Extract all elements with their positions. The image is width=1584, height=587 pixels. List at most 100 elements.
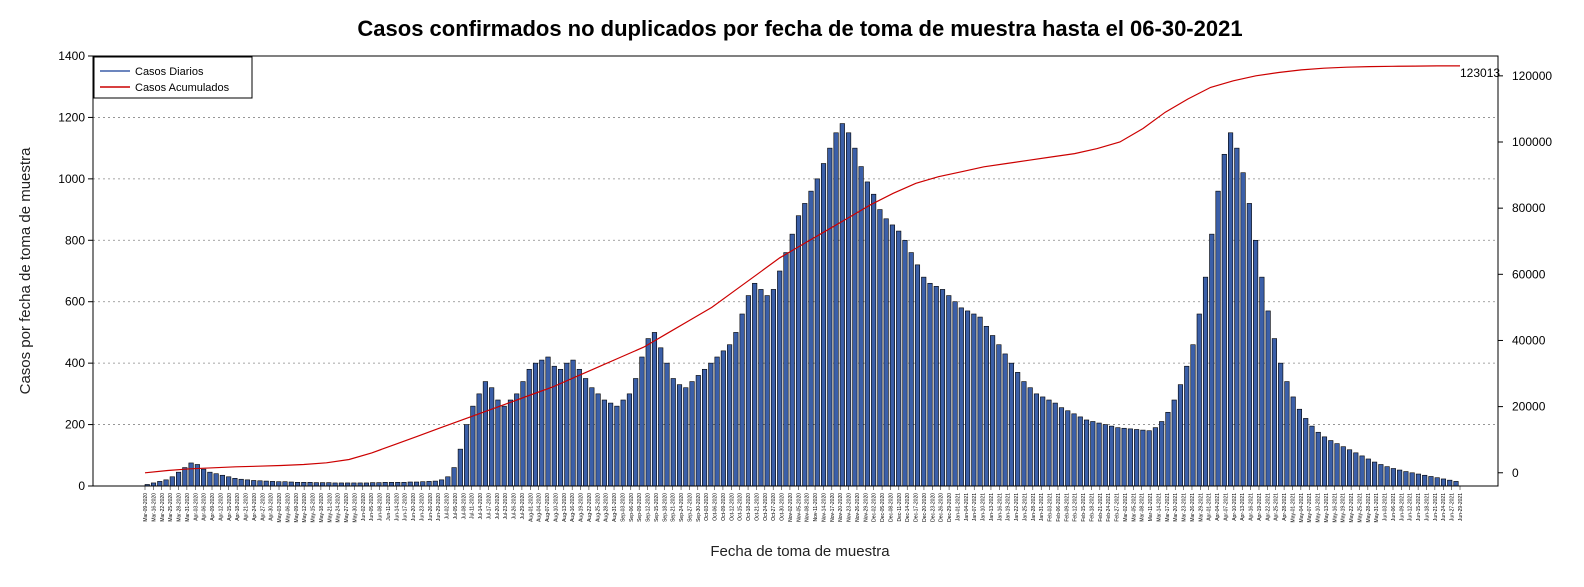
- x-tick-label: Mar-17-2021: [1165, 493, 1171, 522]
- bar: [382, 482, 388, 487]
- bar: [639, 356, 645, 487]
- bar: [1453, 481, 1459, 487]
- x-tick-label: Jun-11-2020: [386, 493, 392, 521]
- bar: [244, 479, 250, 487]
- bar: [1202, 276, 1209, 487]
- x-tick-label: Dec-29-2020: [947, 493, 953, 522]
- bar: [551, 365, 557, 487]
- x-tick-label: Dec-23-2020: [930, 493, 936, 522]
- x-tick-label: Mar-08-2021: [1140, 493, 1146, 522]
- x-tick-label: May-10-2021: [1316, 493, 1322, 523]
- x-tick-label: Apr-06-2020: [202, 493, 208, 521]
- bar: [539, 359, 545, 487]
- x-tick-label: Mar-09-2020: [143, 493, 149, 522]
- bar: [1077, 416, 1083, 487]
- bar: [1033, 393, 1039, 487]
- bar: [626, 393, 632, 487]
- bar: [457, 448, 463, 487]
- x-tick-label: Jul-29-2020: [520, 493, 526, 520]
- bar: [1209, 233, 1215, 487]
- bar: [1096, 422, 1102, 487]
- x-tick-label: Dec-14-2020: [905, 493, 911, 522]
- x-tick-label: Jan-25-2021: [1023, 493, 1029, 521]
- bar: [896, 230, 902, 487]
- bar: [301, 482, 307, 487]
- x-tick-label: Jul-14-2020: [478, 493, 484, 520]
- bar: [795, 215, 802, 487]
- x-tick-label: Apr-10-2021: [1232, 493, 1238, 521]
- x-tick-label: Jun-12-2021: [1408, 493, 1414, 521]
- cumulative-line-path: [144, 65, 1460, 474]
- x-tick-label: Jun-23-2020: [419, 493, 425, 521]
- x-tick-label: Jun-20-2020: [411, 493, 417, 521]
- x-tick-label: Apr-07-2021: [1224, 493, 1230, 521]
- x-tick-label: Jun-21-2021: [1433, 493, 1439, 521]
- x-tick-label: Sep-06-2020: [629, 493, 635, 522]
- x-tick-label: Sep-15-2020: [654, 493, 660, 522]
- x-tick-label: Mar-20-2021: [1173, 493, 1179, 522]
- bar: [1353, 452, 1359, 487]
- bar: [226, 476, 232, 487]
- bar: [758, 289, 764, 487]
- bar: [871, 193, 877, 487]
- bar: [1152, 427, 1158, 487]
- y2-tick-label: 20000: [1512, 400, 1546, 414]
- x-tick-label: Apr-21-2020: [244, 493, 250, 521]
- x-tick-label: Sep-12-2020: [646, 493, 652, 522]
- bar: [263, 480, 269, 487]
- x-tick-label: Sep-24-2020: [679, 493, 685, 522]
- x-tick-label: Mar-26-2021: [1190, 493, 1196, 522]
- bar: [1184, 365, 1190, 487]
- bar: [1447, 479, 1453, 487]
- bar: [251, 480, 257, 487]
- bar: [589, 387, 595, 487]
- bar: [946, 295, 952, 487]
- bar: [914, 264, 921, 487]
- x-tick-label: Jan-10-2021: [981, 493, 987, 521]
- bar: [1359, 455, 1365, 487]
- bar: [420, 481, 426, 487]
- bar: [883, 218, 889, 487]
- x-tick-label: Nov-23-2020: [847, 493, 853, 522]
- bar: [939, 289, 946, 487]
- x-tick-label: Jul-26-2020: [512, 493, 518, 520]
- bar: [965, 310, 971, 487]
- x-tick-label: Jun-05-2020: [369, 493, 375, 521]
- x-tick-label: May-21-2020: [327, 493, 333, 523]
- bar: [1303, 418, 1309, 487]
- bar: [852, 147, 858, 487]
- x-tick-label: Nov-02-2020: [788, 493, 794, 522]
- x-tick-label: Jul-05-2020: [453, 493, 459, 520]
- x-tick-label: Jun-26-2020: [428, 493, 434, 521]
- bar: [877, 209, 883, 487]
- bar: [770, 289, 776, 487]
- bar: [1296, 408, 1302, 487]
- bar: [439, 479, 445, 487]
- x-tick-label: Oct-21-2020: [754, 493, 760, 521]
- bar: [789, 233, 795, 487]
- legend-box: [93, 56, 253, 99]
- bar: [808, 190, 814, 487]
- x-tick-label: Jul-11-2020: [470, 493, 476, 519]
- bar: [1284, 381, 1290, 487]
- bar: [395, 482, 401, 487]
- bar: [514, 393, 520, 487]
- x-tick-label: Feb-06-2021: [1056, 493, 1062, 522]
- x-tick-label: Aug-19-2020: [579, 493, 585, 522]
- bar: [194, 464, 200, 487]
- bar: [802, 203, 808, 487]
- x-tick-label: Sep-21-2020: [671, 493, 677, 522]
- x-tick-label: Aug-07-2020: [545, 493, 551, 522]
- y2-tick-label: 0: [1512, 466, 1519, 480]
- x-tick-label: Mar-05-2021: [1131, 493, 1137, 522]
- bar: [1121, 427, 1127, 487]
- x-tick-label: Jun-03-2021: [1383, 493, 1389, 521]
- bar: [651, 332, 658, 487]
- x-tick-label: Nov-11-2020: [813, 493, 819, 522]
- y-axis-left: 0 200 400 600 800 1000 1200 1400: [58, 49, 93, 493]
- bar: [201, 468, 207, 487]
- x-tick-label: Mar-16-2020: [151, 493, 157, 522]
- bar: [608, 402, 614, 487]
- bar: [495, 399, 501, 487]
- bar: [269, 481, 276, 487]
